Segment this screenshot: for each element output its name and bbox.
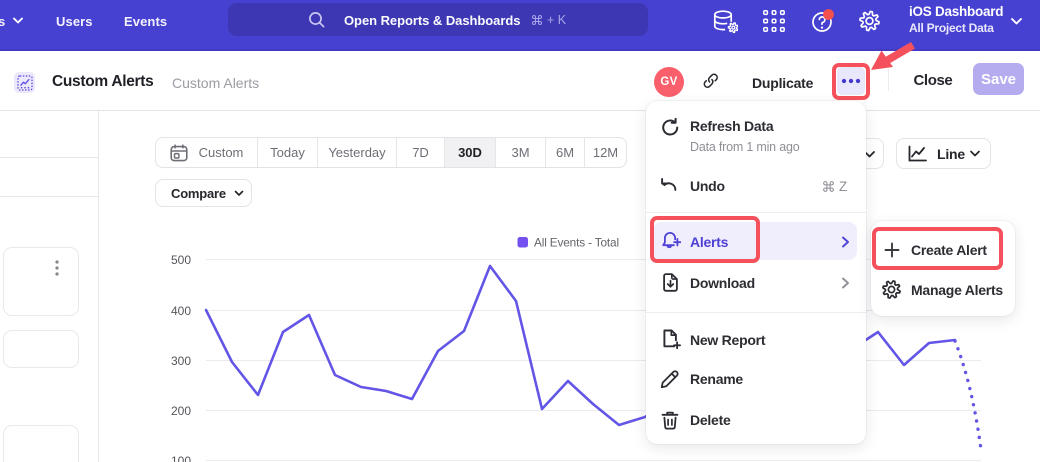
svg-text:300: 300 [171, 354, 191, 368]
svg-text:All Events - Total: All Events - Total [534, 236, 619, 250]
svg-text:400: 400 [171, 304, 191, 318]
svg-text:100: 100 [171, 454, 191, 462]
svg-text:500: 500 [171, 253, 191, 267]
svg-text:200: 200 [171, 404, 191, 418]
